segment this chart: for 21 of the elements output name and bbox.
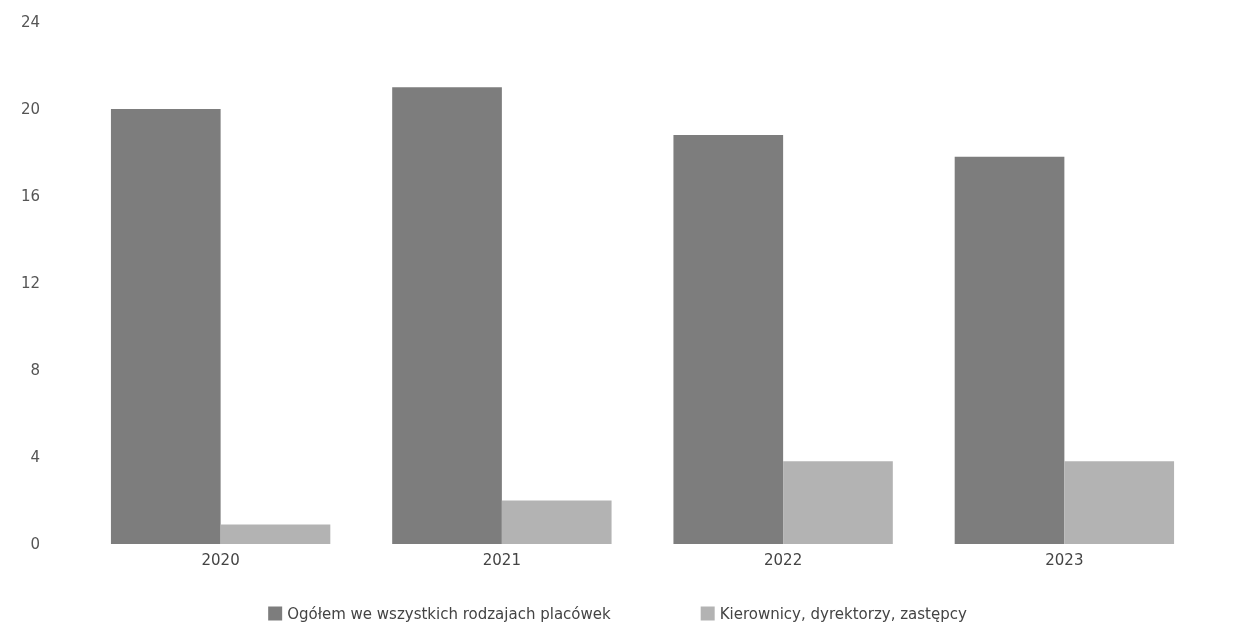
- x-tick-label: 2023: [1045, 550, 1084, 569]
- y-tick-label: 8: [30, 361, 40, 379]
- x-tick-label: 2022: [764, 550, 803, 569]
- bar: [673, 135, 784, 544]
- bar: [783, 461, 893, 544]
- y-tick-label: 16: [20, 187, 40, 205]
- bar: [220, 524, 331, 544]
- legend-label: Ogółem we wszystkich rodzajach placówek: [287, 604, 611, 623]
- y-tick-label: 4: [30, 448, 40, 466]
- bar: [954, 156, 1065, 544]
- bar: [501, 500, 612, 544]
- x-tick-label: 2021: [482, 550, 521, 569]
- bar: [110, 109, 221, 544]
- y-tick-label: 20: [20, 100, 40, 118]
- y-tick-label: 24: [20, 13, 40, 31]
- y-tick-label: 12: [20, 274, 40, 292]
- bar: [1064, 461, 1175, 544]
- legend-label: Kierownicy, dyrektorzy, zastępcy: [719, 604, 967, 623]
- x-tick-label: 2020: [201, 550, 240, 569]
- bar: [392, 87, 502, 544]
- y-tick-label: 0: [30, 535, 40, 553]
